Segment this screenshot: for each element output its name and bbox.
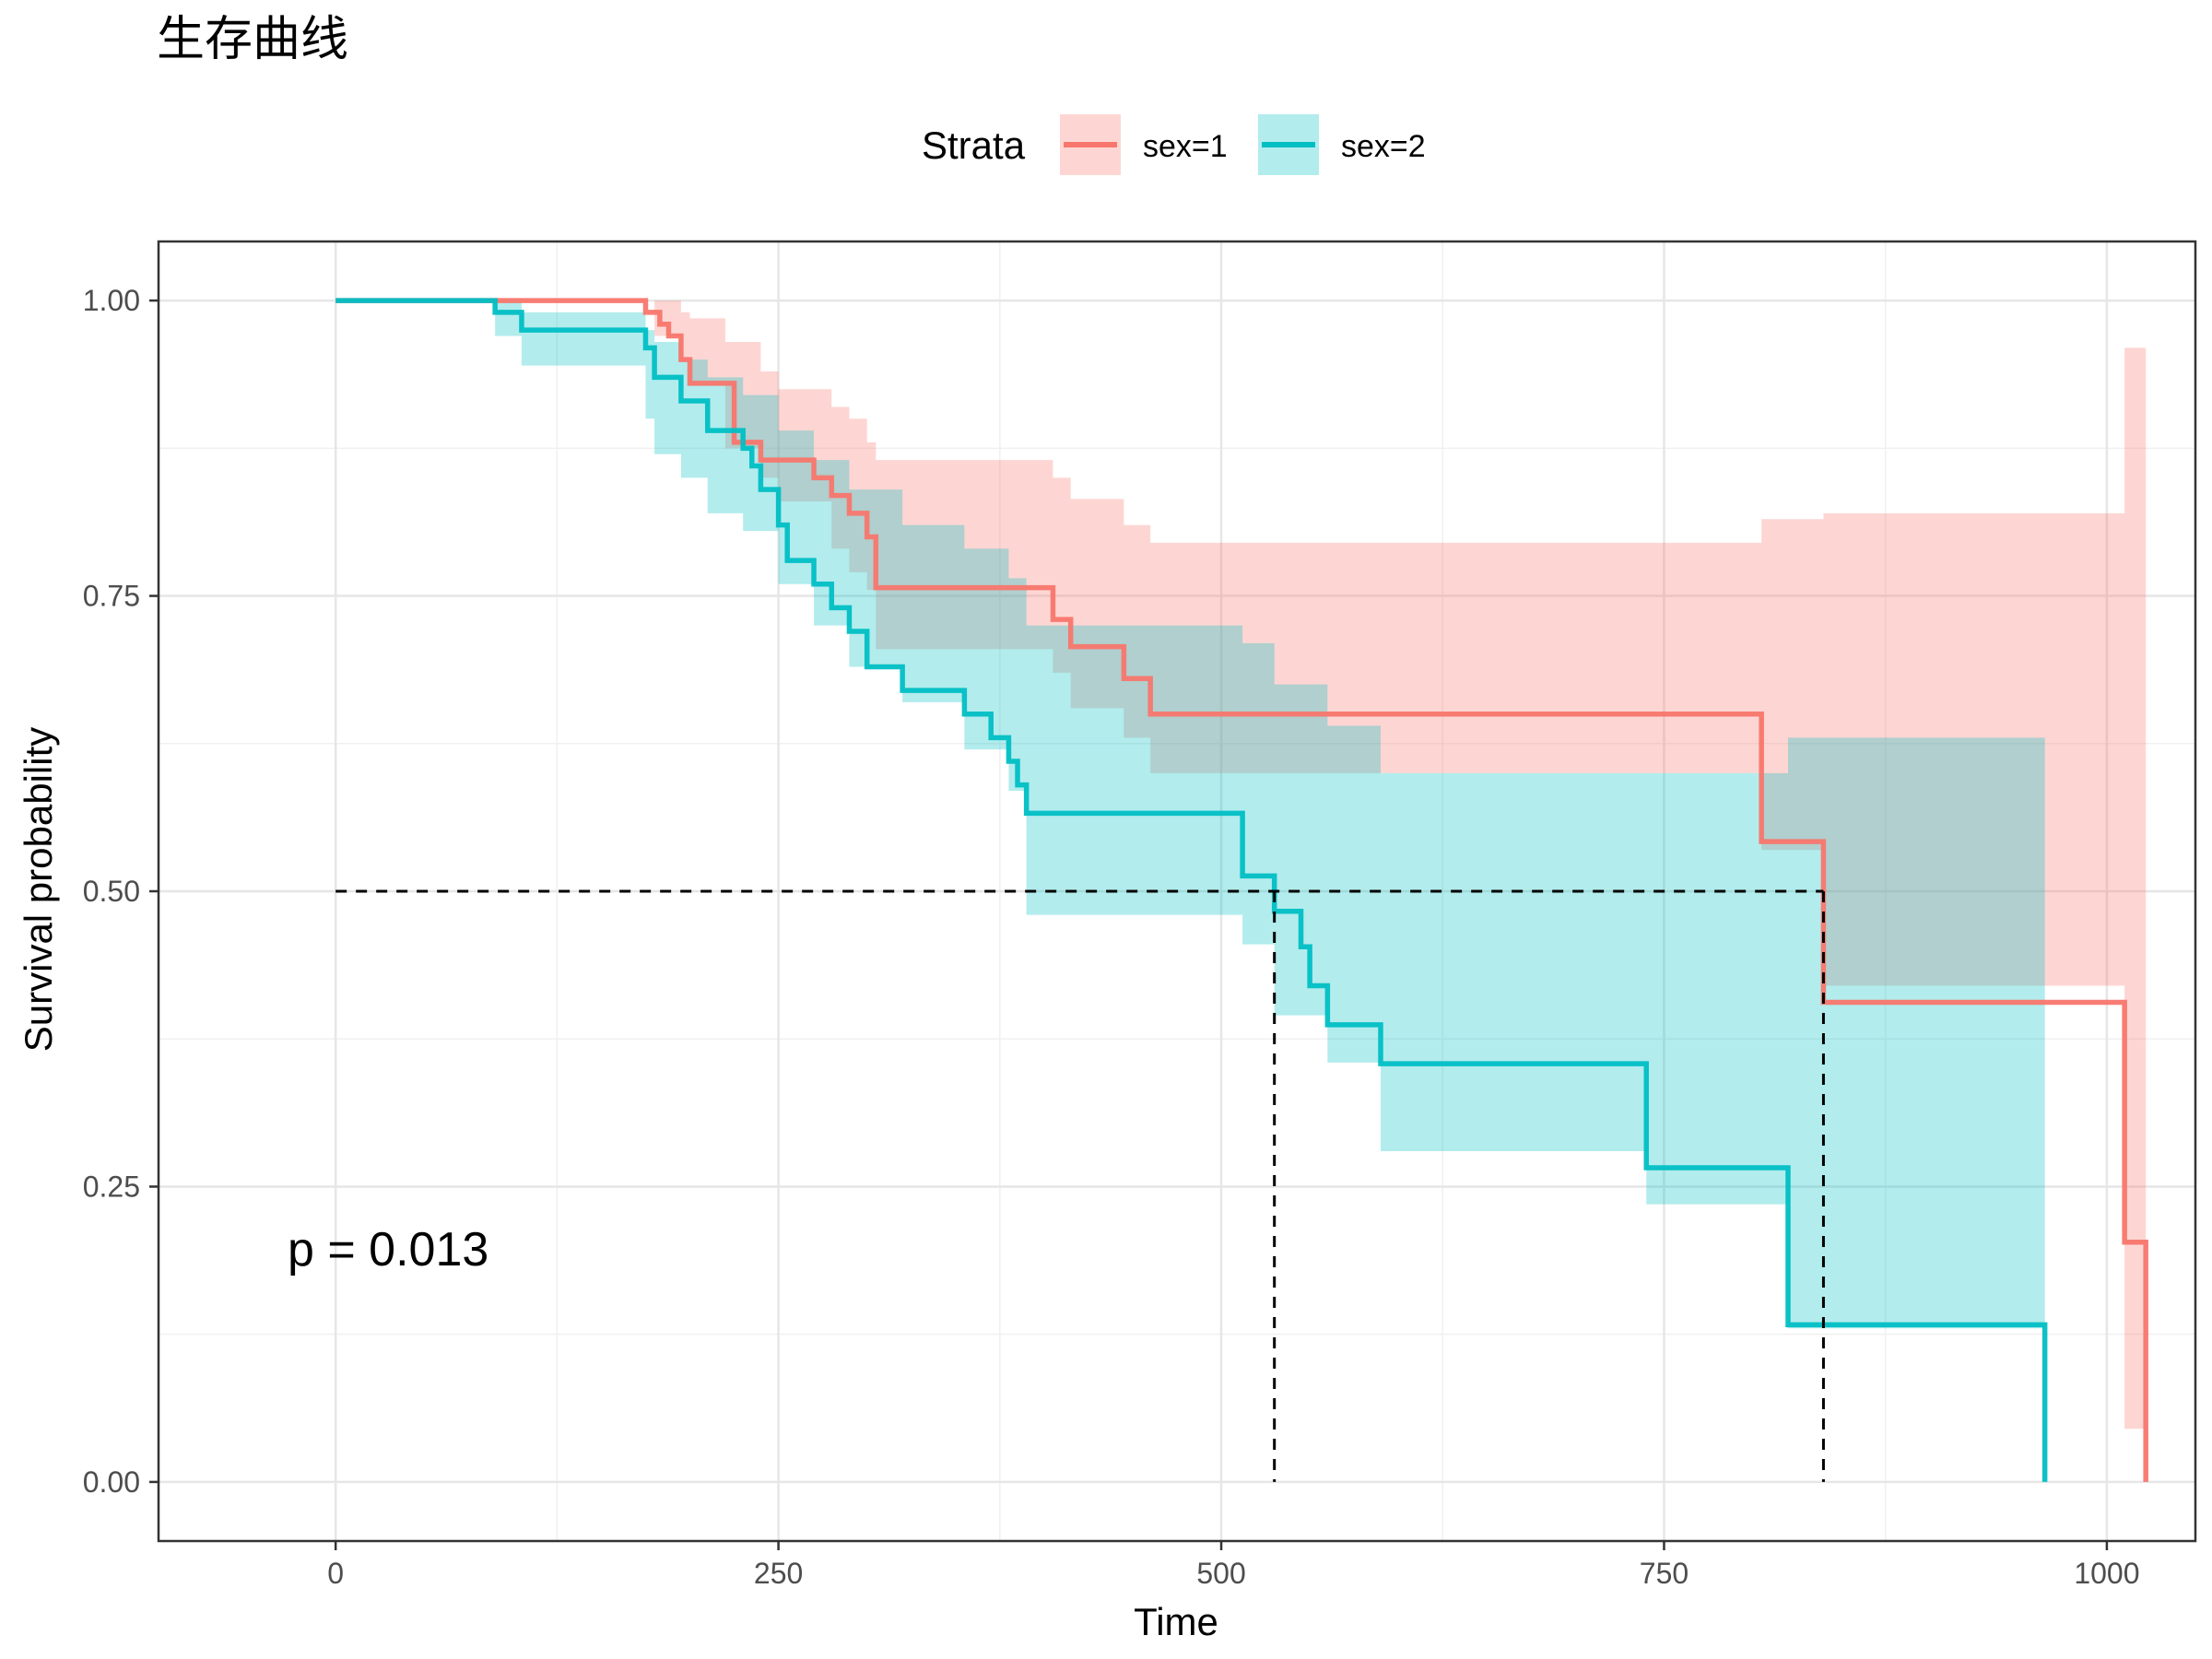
y-tick-label: 1.00	[83, 284, 140, 317]
p-value-annotation: p = 0.013	[288, 1223, 488, 1277]
x-tick-label: 250	[754, 1557, 803, 1590]
y-axis-ticks: 0.00 0.25 0.50 0.75 1.00	[83, 284, 159, 1499]
legend-title: Strata	[922, 124, 1026, 167]
x-axis-ticks: 0 250 500 750 1000	[327, 1541, 2140, 1590]
y-tick-label: 0.50	[83, 875, 140, 908]
y-axis-title: Survival probability	[17, 727, 60, 1053]
legend: Strata sex=1 sex=2	[922, 114, 1426, 175]
y-tick-label: 0.25	[83, 1170, 140, 1203]
ribbon-sex=2	[335, 300, 2045, 1450]
curve-sex=1	[335, 298, 2148, 1482]
chart-title: 生存曲线	[157, 12, 348, 67]
x-tick-label: 500	[1196, 1557, 1245, 1590]
survival-curves	[335, 298, 2148, 1482]
legend-label-sex1: sex=1	[1143, 129, 1228, 164]
confidence-ribbons	[335, 300, 2147, 1450]
x-tick-label: 1000	[2074, 1557, 2139, 1590]
x-tick-label: 0	[327, 1557, 344, 1590]
ribbon-sex=1	[335, 300, 2147, 1430]
curve-sex=2	[335, 298, 2048, 1482]
y-tick-label: 0.00	[83, 1465, 140, 1499]
legend-label-sex2: sex=2	[1341, 129, 1426, 164]
y-tick-label: 0.75	[83, 580, 140, 613]
median-lines	[335, 889, 1825, 1482]
x-tick-label: 750	[1640, 1557, 1688, 1590]
x-axis-title: Time	[1134, 1600, 1218, 1643]
